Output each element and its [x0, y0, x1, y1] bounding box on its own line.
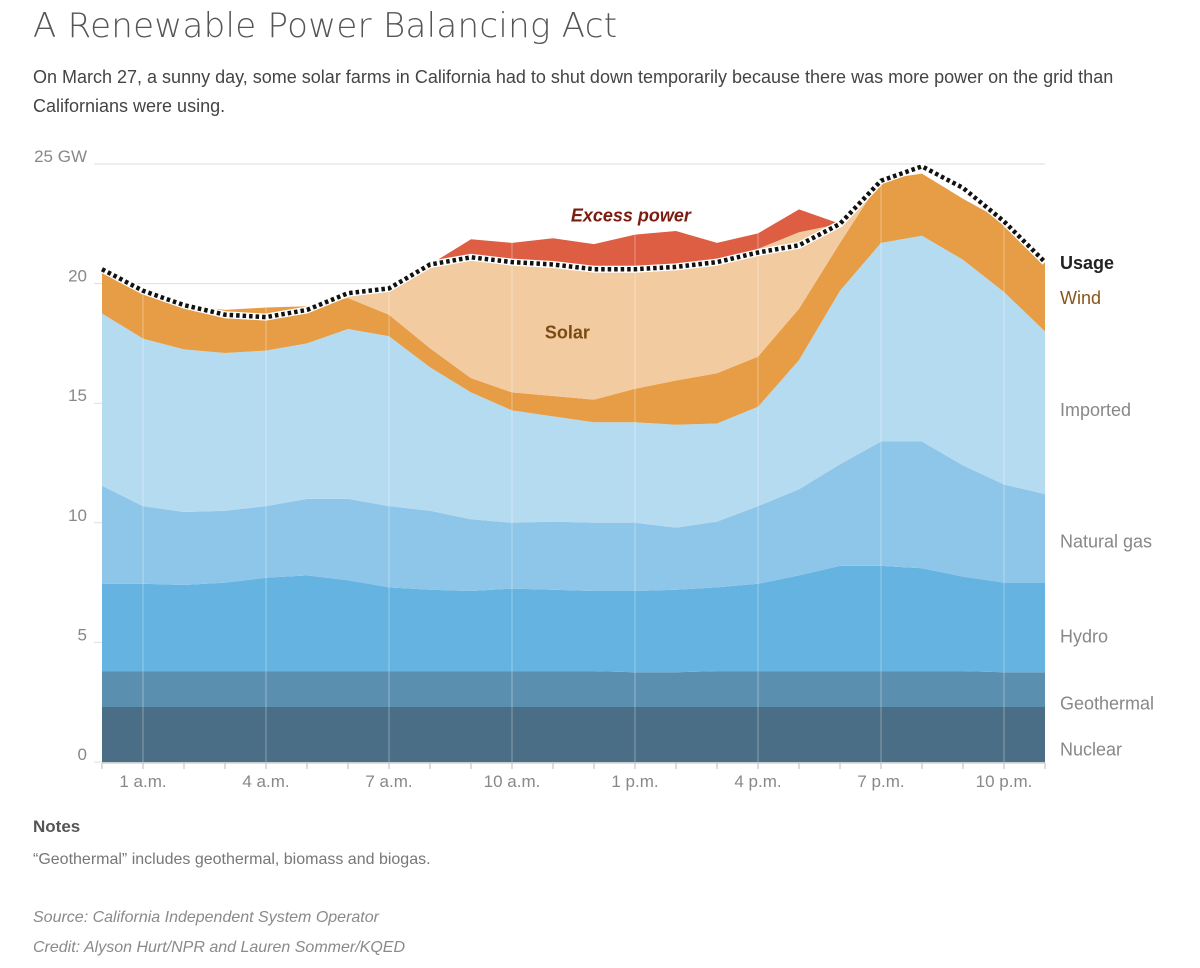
x-tick-label: 7 p.m. — [857, 772, 904, 791]
legend-label-wind: Wind — [1060, 288, 1101, 308]
legend-label-hydro: Hydro — [1060, 626, 1108, 646]
area-excess-power — [102, 173, 1045, 310]
credit-line: Credit: Alyson Hurt/NPR and Lauren Somme… — [33, 939, 405, 956]
usage-line — [100, 164, 1047, 320]
legend-label-natural-gas: Natural gas — [1060, 531, 1152, 551]
x-tick-label: 7 a.m. — [365, 772, 412, 791]
label-solar: Solar — [545, 323, 590, 343]
x-tick-label: 1 p.m. — [611, 772, 658, 791]
y-tick-label: 5 — [78, 625, 87, 644]
legend-label-imported: Imported — [1060, 400, 1131, 420]
y-tick-label: 20 — [68, 267, 87, 286]
x-tick-label: 10 p.m. — [976, 772, 1033, 791]
x-tick-label: 4 a.m. — [242, 772, 289, 791]
source-line: Source: California Independent System Op… — [33, 909, 379, 926]
area-solar — [102, 173, 1045, 400]
y-tick-label: 25 GW — [34, 147, 87, 166]
x-tick-label: 10 a.m. — [484, 772, 541, 791]
notes-text: “Geothermal” includes geothermal, biomas… — [33, 851, 431, 868]
y-tick-label: 15 — [68, 386, 87, 405]
area-hydro — [102, 565, 1045, 673]
legend-label-usage: Usage — [1060, 253, 1114, 273]
y-tick-label: 10 — [68, 506, 87, 525]
notes-heading: Notes — [33, 817, 81, 836]
area-natural-gas — [102, 441, 1045, 591]
label-excess-power: Excess power — [571, 205, 692, 225]
area-wind — [102, 173, 1045, 425]
x-tick-label: 1 a.m. — [119, 772, 166, 791]
chart-title: A Renewable Power Balancing Act — [33, 6, 618, 46]
y-tick-label: 0 — [78, 745, 87, 764]
area-imported — [102, 235, 1045, 528]
x-tick-label: 4 p.m. — [734, 772, 781, 791]
area-geothermal — [102, 671, 1045, 707]
area-nuclear — [102, 707, 1045, 762]
legend-label-nuclear: Nuclear — [1060, 739, 1122, 759]
legend-label-geothermal: Geothermal — [1060, 694, 1154, 714]
chart-subtitle: On March 27, a sunny day, some solar far… — [33, 67, 1114, 116]
